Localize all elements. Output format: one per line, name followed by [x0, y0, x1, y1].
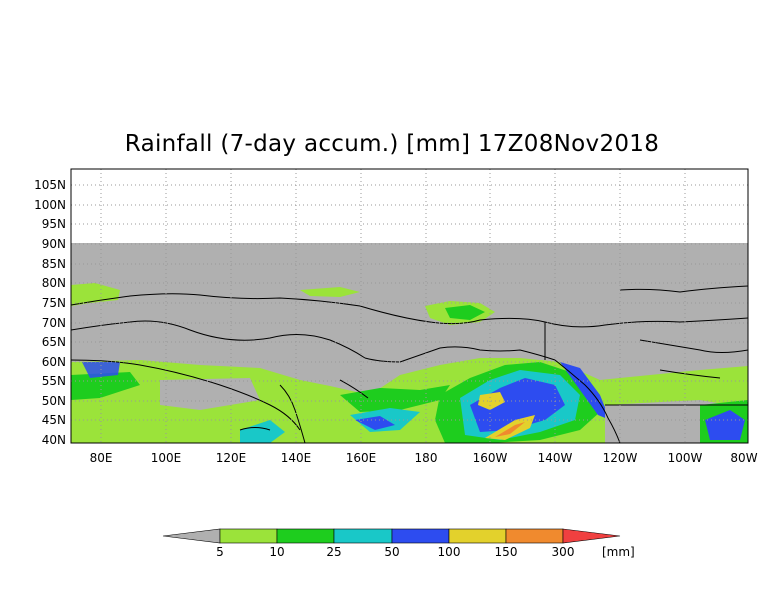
- longitude-axis: 80E 100E 120E 140E 160E 180 160W 140W 12…: [90, 451, 758, 465]
- lon-label: 100W: [668, 451, 703, 465]
- map-plot-area: [71, 169, 748, 443]
- lon-label: 140W: [538, 451, 573, 465]
- colorbar-tick: 300: [552, 545, 575, 559]
- colorbar-tick: 50: [384, 545, 399, 559]
- lat-label: 70N: [42, 316, 66, 330]
- lat-label: 85N: [42, 257, 66, 271]
- gridlines: [71, 169, 748, 443]
- lat-label: 100N: [34, 198, 66, 212]
- colorbar-above-triangle: [562, 528, 621, 544]
- lat-label: 40N: [42, 433, 66, 447]
- lat-label: 50N: [42, 394, 66, 408]
- colorbar-tick: 10: [269, 545, 284, 559]
- colorbar-tick: 25: [326, 545, 341, 559]
- colorbar-swatch: [505, 528, 564, 544]
- colorbar-swatch: [391, 528, 450, 544]
- lat-label: 60N: [42, 355, 66, 369]
- lon-label: 120W: [603, 451, 638, 465]
- lat-label: 80N: [42, 276, 66, 290]
- colorbar-swatch: [276, 528, 335, 544]
- colorbar-tick: 100: [438, 545, 461, 559]
- lat-label: 105N: [34, 178, 66, 192]
- colorbar-swatch: [448, 528, 507, 544]
- lat-label: 45N: [42, 413, 66, 427]
- map-frame: [70, 168, 749, 444]
- colorbar: 5 10 25 50 100 150 300 [mm]: [162, 528, 635, 559]
- colorbar-unit: [mm]: [602, 545, 635, 559]
- lat-label: 90N: [42, 237, 66, 251]
- lon-label: 140E: [281, 451, 312, 465]
- map-title: Rainfall (7-day accum.) [mm] 17Z08Nov201…: [124, 131, 660, 157]
- lon-label: 80E: [90, 451, 113, 465]
- lon-label: 80W: [730, 451, 757, 465]
- lon-label: 100E: [151, 451, 182, 465]
- lon-label: 120E: [216, 451, 247, 465]
- colorbar-swatch: [219, 528, 278, 544]
- colorbar-below-triangle: [162, 528, 221, 544]
- lon-label: 160W: [473, 451, 508, 465]
- coastlines: [71, 285, 748, 443]
- lon-label: 180: [415, 451, 438, 465]
- colorbar-swatch: [333, 528, 393, 544]
- lon-label: 160E: [346, 451, 377, 465]
- colorbar-tick: 5: [216, 545, 224, 559]
- rainfall-patches: [71, 283, 748, 443]
- latitude-axis: 105N 100N 95N 90N 85N 80N 75N 70N 65N 60…: [34, 178, 66, 447]
- lat-label: 55N: [42, 374, 66, 388]
- lat-label: 75N: [42, 296, 66, 310]
- lat-label: 95N: [42, 217, 66, 231]
- colorbar-tick: 150: [495, 545, 518, 559]
- lat-label: 65N: [42, 335, 66, 349]
